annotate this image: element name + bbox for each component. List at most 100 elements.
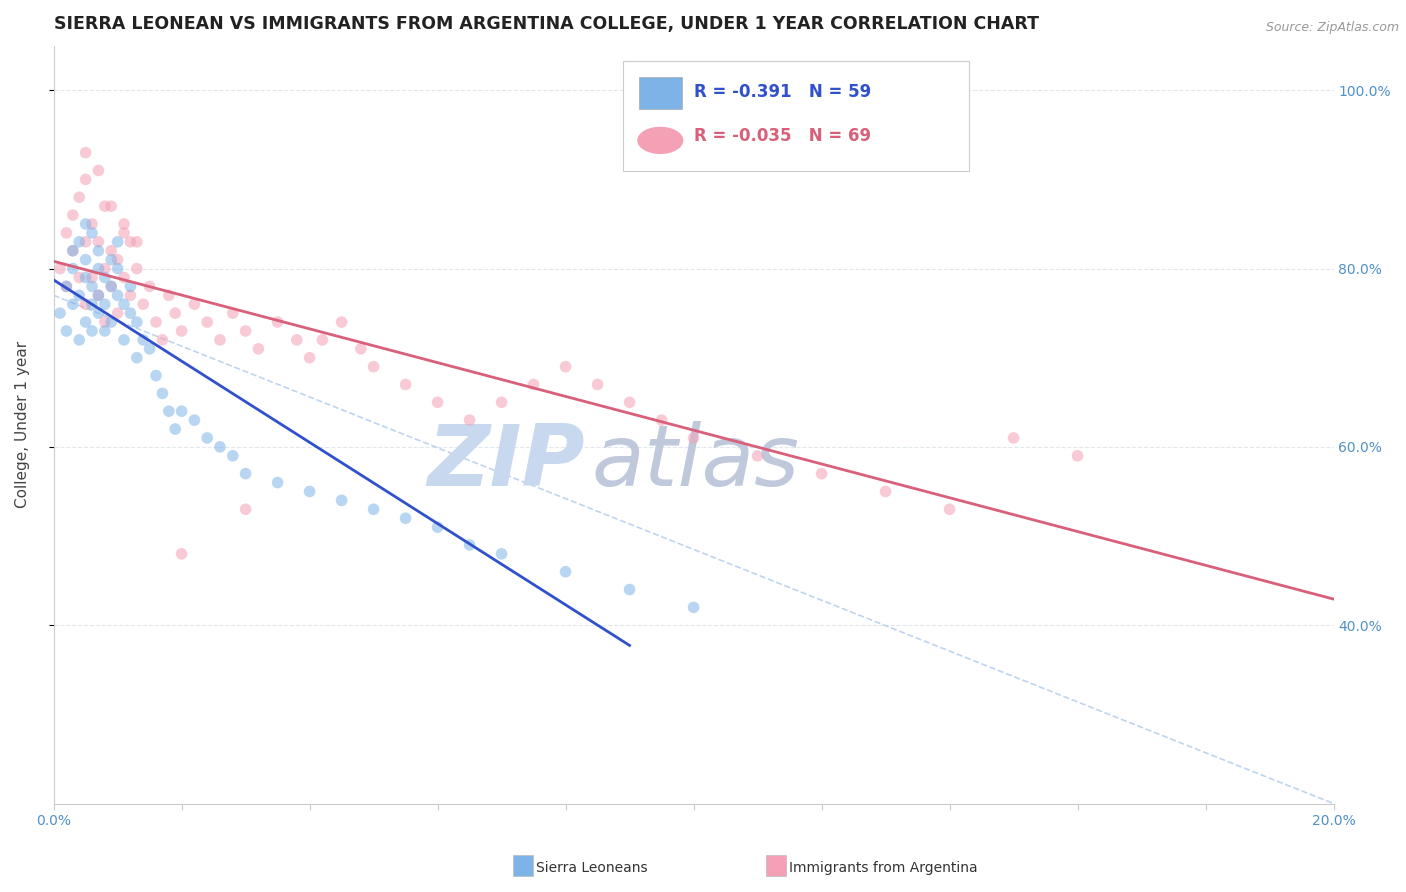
Point [120,306,142,320]
Point [145,315,167,329]
Point [285,333,308,347]
Point [100,252,122,267]
Text: SIERRA LEONEAN VS IMMIGRANTS FROM ARGENTINA COLLEGE, UNDER 1 YEAR CORRELATION CH: SIERRA LEONEAN VS IMMIGRANTS FROM ARGENT… [53,15,1039,33]
Point [235,467,257,481]
Point [183,413,205,427]
Point [266,315,288,329]
Point [586,377,609,392]
Point [107,306,129,320]
Point [75,297,97,311]
Point [554,565,576,579]
Point [682,431,704,445]
Point [458,413,481,427]
Point [112,270,135,285]
Point [107,288,129,302]
Point [247,342,270,356]
Point [75,315,97,329]
Point [80,226,103,240]
Point [138,279,160,293]
Point [62,244,84,258]
Y-axis label: College, Under 1 year: College, Under 1 year [15,341,30,508]
Point [87,261,110,276]
Point [49,306,72,320]
Point [491,395,513,409]
Point [165,422,187,436]
Point [87,288,110,302]
Point [87,244,110,258]
Text: ZIP: ZIP [427,421,585,504]
Point [75,172,97,186]
Point [87,306,110,320]
Point [747,449,769,463]
Point [75,235,97,249]
Point [132,297,155,311]
Point [80,297,103,311]
Text: R = -0.391   N = 59: R = -0.391 N = 59 [693,83,870,101]
Point [67,288,90,302]
Point [208,440,231,454]
Point [87,288,110,302]
Point [235,324,257,338]
Point [62,244,84,258]
Point [195,315,218,329]
Point [208,333,231,347]
Point [311,333,333,347]
Point [87,235,110,249]
Point [145,368,167,383]
Point [75,252,97,267]
Point [1066,449,1088,463]
Point [195,431,218,445]
Point [183,297,205,311]
Point [107,261,129,276]
Point [298,351,321,365]
Point [170,404,193,418]
Circle shape [637,127,683,154]
Point [94,261,117,276]
Point [426,395,449,409]
Point [125,351,148,365]
Point [94,324,117,338]
Point [152,386,174,401]
Point [112,297,135,311]
Point [55,324,77,338]
Point [107,235,129,249]
Point [75,145,97,160]
Point [80,324,103,338]
Point [138,342,160,356]
FancyBboxPatch shape [638,78,682,110]
Point [94,315,117,329]
Point [100,279,122,293]
Point [363,359,385,374]
Text: Sierra Leoneans: Sierra Leoneans [536,861,647,875]
Point [67,270,90,285]
Point [157,404,180,418]
Point [266,475,288,490]
Point [107,252,129,267]
Point [363,502,385,516]
Point [170,324,193,338]
Point [67,190,90,204]
Point [112,217,135,231]
Point [330,493,353,508]
Point [120,279,142,293]
Point [67,333,90,347]
Point [222,306,245,320]
Point [170,547,193,561]
Point [94,199,117,213]
Point [682,600,704,615]
Point [80,270,103,285]
Point [75,270,97,285]
Point [491,547,513,561]
Point [350,342,373,356]
Point [100,199,122,213]
Point [235,502,257,516]
Point [125,261,148,276]
Point [94,270,117,285]
Point [619,395,641,409]
Point [120,288,142,302]
Point [55,279,77,293]
Point [619,582,641,597]
Point [75,217,97,231]
Point [49,261,72,276]
Point [100,244,122,258]
